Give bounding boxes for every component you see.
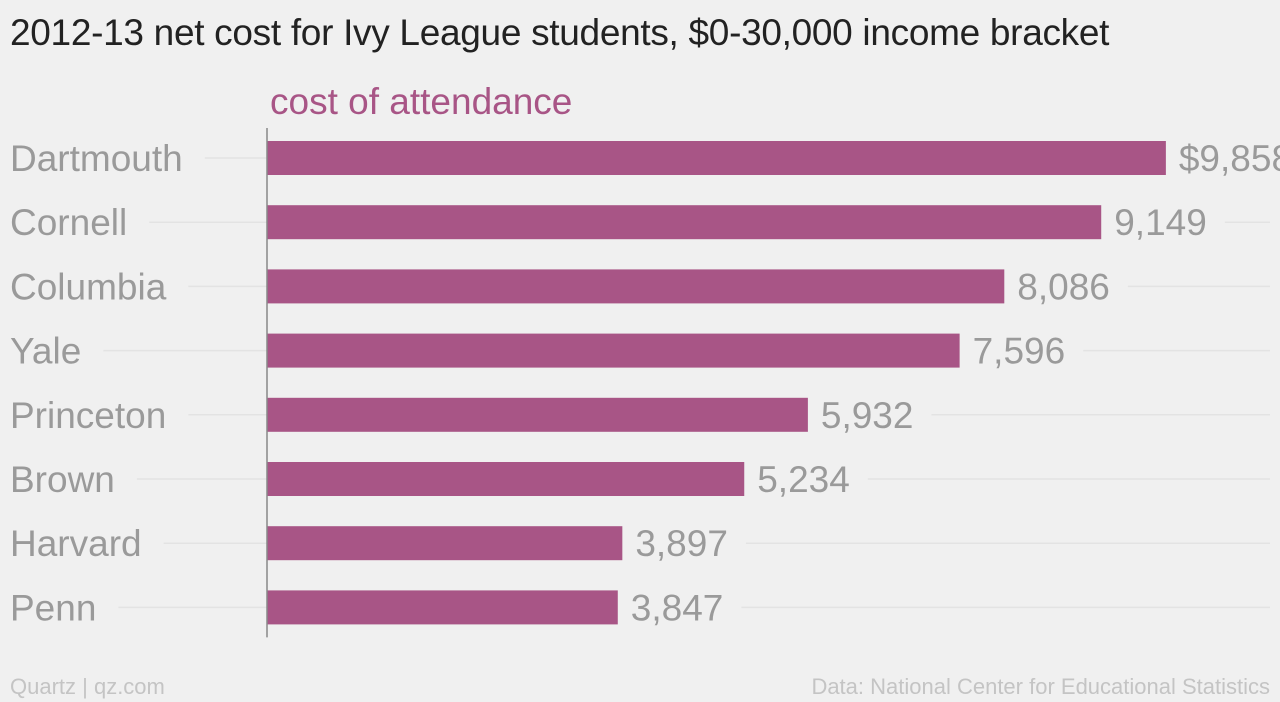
value-label: 9,149 — [1114, 202, 1207, 243]
value-label: 7,596 — [973, 331, 1066, 372]
bar — [267, 333, 960, 368]
category-label: Dartmouth — [10, 138, 183, 179]
category-label: Brown — [10, 459, 115, 500]
value-label: 5,932 — [821, 395, 914, 436]
chart-title: 2012-13 net cost for Ivy League students… — [10, 12, 1110, 53]
bar — [267, 269, 1005, 304]
bar — [267, 141, 1166, 175]
category-label: Princeton — [10, 395, 166, 436]
category-label: Penn — [10, 587, 96, 628]
labels: cost of attendance Dartmouth $9,858 Cornell… — [10, 81, 1280, 628]
bar — [267, 462, 745, 496]
bars — [267, 141, 1166, 625]
category-label: Columbia — [10, 266, 167, 307]
value-label: $9,858 — [1179, 138, 1280, 179]
gridlines — [103, 157, 1270, 609]
value-label: 8,086 — [1017, 266, 1110, 307]
bar — [267, 590, 618, 625]
bar — [267, 205, 1102, 240]
value-label: 5,234 — [757, 459, 850, 500]
series-label: cost of attendance — [270, 81, 572, 122]
value-label: 3,897 — [635, 523, 728, 564]
category-label: Cornell — [10, 202, 127, 243]
bar — [267, 397, 808, 432]
source-text: Data: National Center for Educational St… — [811, 674, 1270, 699]
credit-text: Quartz | qz.com — [10, 674, 165, 699]
category-label: Harvard — [10, 523, 142, 564]
category-label: Yale — [10, 331, 81, 372]
value-label: 3,847 — [631, 587, 724, 628]
bar — [267, 526, 623, 561]
